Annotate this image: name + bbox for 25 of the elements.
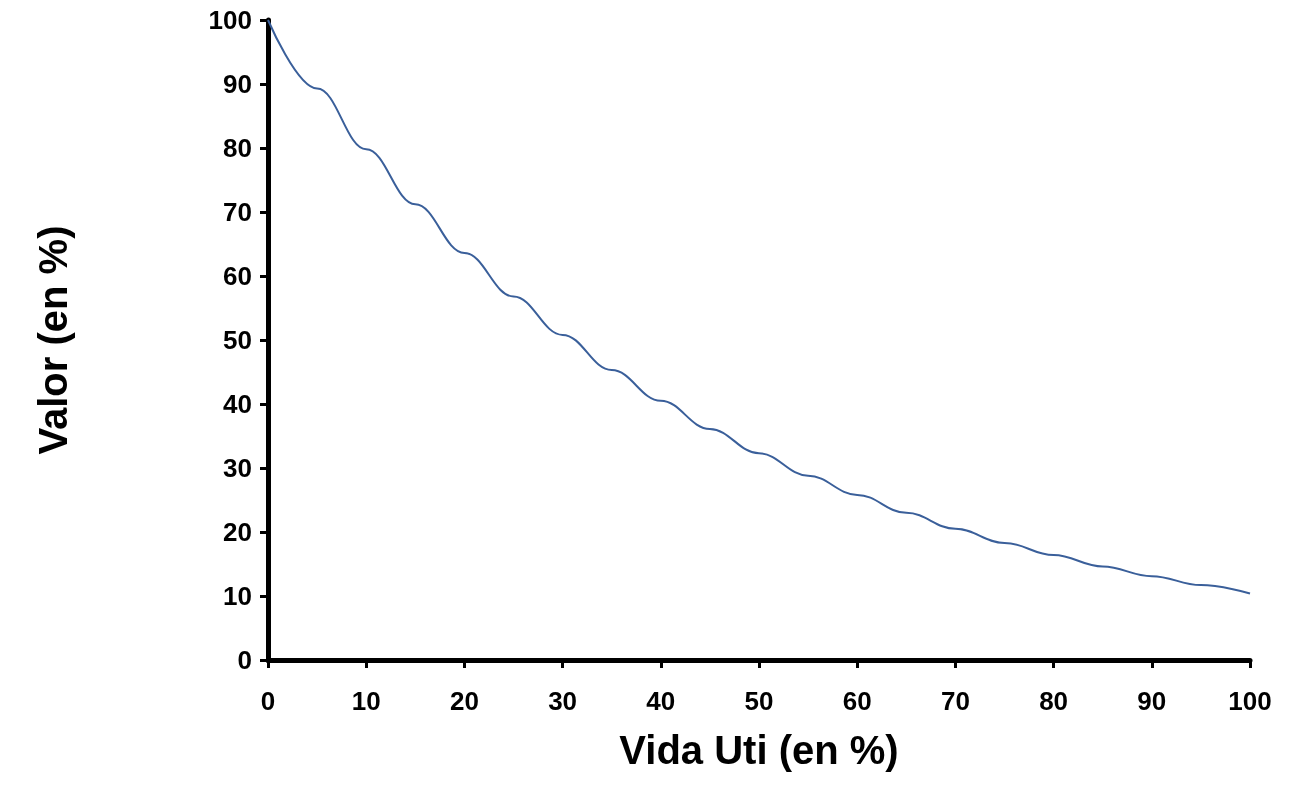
x-tick-label: 80 — [1039, 686, 1069, 716]
y-tick-label: 90 — [223, 69, 252, 99]
x-tick-label: 0 — [260, 686, 276, 716]
x-tick-label: 60 — [842, 686, 872, 716]
x-tick-label: 20 — [449, 686, 479, 716]
x-axis-title: Vida Uti (en %) — [619, 728, 899, 772]
x-tick-label: 40 — [646, 686, 676, 716]
y-axis-title: Valor (en %) — [31, 225, 75, 455]
line-series — [267, 19, 1251, 595]
y-tick-label: 70 — [223, 197, 252, 227]
x-tick-label: 50 — [744, 686, 774, 716]
x-tick-label: 10 — [351, 686, 381, 716]
y-tick-label: 40 — [223, 389, 252, 419]
y-tick-label: 10 — [223, 581, 252, 611]
y-tick-label: 20 — [223, 517, 252, 547]
x-tick-label: 70 — [940, 686, 970, 716]
y-tick-label: 0 — [237, 645, 252, 675]
x-tick-label: 90 — [1137, 686, 1167, 716]
x-tick-label: 30 — [548, 686, 578, 716]
y-tick-label: 50 — [223, 325, 252, 355]
y-tick-label: 30 — [223, 453, 252, 483]
y-tick-label: 80 — [223, 133, 252, 163]
x-tick-label: 100 — [1228, 686, 1272, 716]
y-tick-label: 60 — [223, 261, 252, 291]
y-tick-label: 100 — [208, 5, 252, 35]
